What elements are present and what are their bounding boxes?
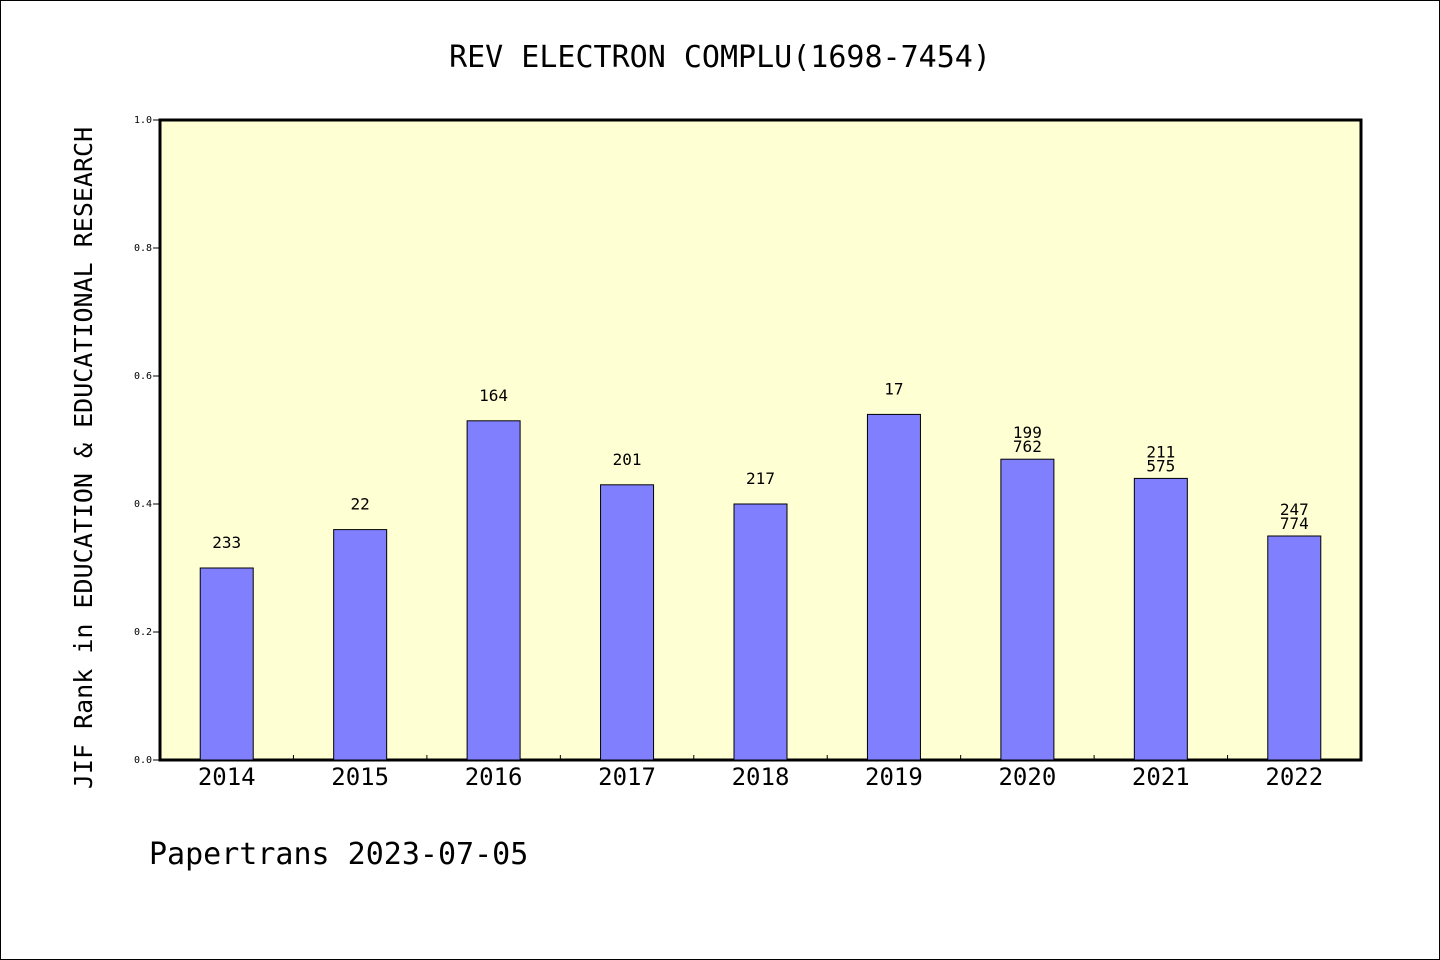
bar-value-label: 199 — [1013, 423, 1042, 442]
y-tick-label: 0.2 — [134, 627, 152, 638]
bar — [1000, 458, 1055, 761]
x-tick-label: 2020 — [998, 763, 1056, 791]
bar — [466, 420, 521, 761]
bar — [600, 484, 655, 761]
y-tick-label: 0.0 — [134, 755, 152, 766]
bar-value-label: 201 — [613, 450, 642, 469]
bar-value-label: 164 — [479, 386, 508, 405]
bar — [1267, 535, 1322, 761]
bar-value-label: 17 — [884, 379, 903, 398]
y-axis-label: JIF Rank in EDUCATION & EDUCATIONAL RESE… — [69, 127, 98, 789]
bar-value-label: 211 — [1146, 442, 1175, 461]
bar — [333, 529, 388, 761]
footer-text: Papertrans 2023-07-05 — [149, 837, 528, 872]
bar — [733, 503, 788, 761]
x-axis-ticks — [292, 755, 1229, 760]
bar-value-label: 575 — [1146, 456, 1175, 475]
bar — [199, 567, 254, 761]
y-tick-label: 0.4 — [134, 499, 152, 510]
bar — [1133, 477, 1188, 761]
y-tick-label: 0.6 — [134, 371, 152, 382]
x-tick-label: 2019 — [865, 763, 923, 791]
x-axis-labels: 2014 2015 2016 2017 2018 2019 2020 2021 2022 — [198, 763, 1323, 791]
x-tick-label: 2021 — [1132, 763, 1190, 791]
y-tick-label: 1.0 — [134, 115, 152, 126]
bar-value-label: 247 — [1280, 500, 1309, 519]
bar-value-label: 233 — [212, 533, 241, 552]
y-tick-label: 0.8 — [134, 243, 152, 254]
y-axis-ticks: 0.0 0.2 0.4 0.6 0.8 1.0 — [134, 115, 160, 766]
bar-series — [199, 413, 1322, 761]
x-tick-label: 2015 — [331, 763, 389, 791]
bar-value-label: 774 — [1280, 514, 1309, 533]
x-tick-label: 2018 — [732, 763, 790, 791]
x-tick-label: 2017 — [598, 763, 656, 791]
chart-title: REV ELECTRON COMPLU(1698-7454) — [449, 40, 991, 75]
x-tick-label: 2014 — [198, 763, 256, 791]
x-tick-label: 2016 — [465, 763, 523, 791]
bar — [866, 413, 921, 761]
x-tick-label: 2022 — [1265, 763, 1323, 791]
bar-value-label: 762 — [1013, 437, 1042, 456]
bar-value-label: 22 — [351, 495, 370, 514]
bar-value-label: 217 — [746, 469, 775, 488]
